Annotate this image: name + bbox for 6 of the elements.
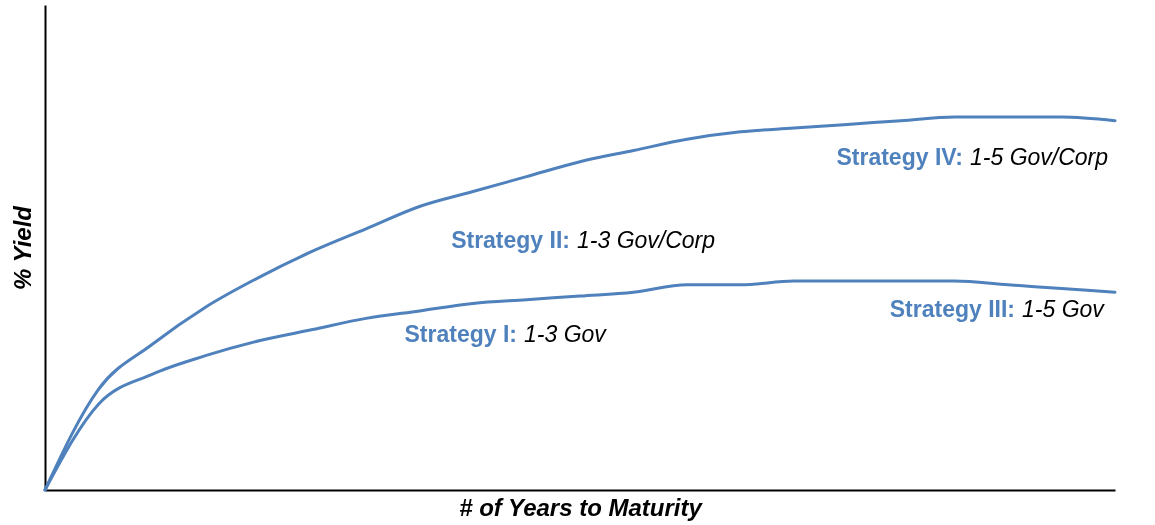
y-axis-title: % Yield	[8, 204, 36, 291]
annotation: Strategy I: 1-3 Gov	[404, 321, 608, 347]
annotation: Strategy IV: 1-5 Gov/Corp	[836, 144, 1109, 170]
annotation: Strategy II: 1-3 Gov/Corp	[451, 227, 716, 253]
annotation: Strategy III: 1-5 Gov	[889, 296, 1106, 322]
x-axis-title: # of Years to Maturity	[459, 493, 704, 521]
